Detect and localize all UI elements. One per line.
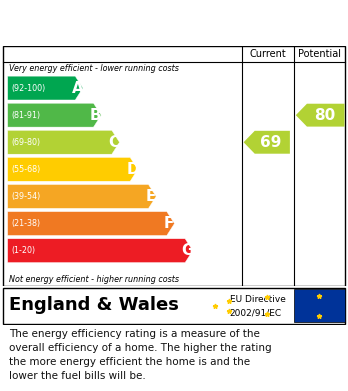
Polygon shape	[8, 239, 193, 262]
Polygon shape	[8, 212, 174, 235]
Polygon shape	[296, 104, 345, 127]
Text: 80: 80	[314, 108, 335, 123]
Text: The energy efficiency rating is a measure of the
overall efficiency of a home. T: The energy efficiency rating is a measur…	[9, 328, 271, 380]
Text: EU Directive: EU Directive	[230, 295, 286, 305]
Polygon shape	[8, 130, 119, 154]
Bar	[294, 289, 345, 322]
Text: Very energy efficient - lower running costs: Very energy efficient - lower running co…	[9, 64, 179, 73]
Text: A: A	[72, 81, 84, 95]
Text: E: E	[145, 189, 156, 204]
Polygon shape	[8, 103, 101, 127]
Text: Not energy efficient - higher running costs: Not energy efficient - higher running co…	[9, 274, 179, 283]
Text: G: G	[181, 243, 194, 258]
Polygon shape	[244, 131, 290, 154]
Text: B: B	[90, 108, 102, 123]
Polygon shape	[8, 185, 156, 208]
Text: F: F	[164, 216, 174, 231]
Text: (55-68): (55-68)	[12, 165, 41, 174]
Text: (21-38): (21-38)	[12, 219, 41, 228]
Text: (39-54): (39-54)	[12, 192, 41, 201]
Polygon shape	[8, 76, 83, 100]
Text: C: C	[109, 135, 120, 150]
Text: Potential: Potential	[298, 49, 341, 59]
Text: 2002/91/EC: 2002/91/EC	[230, 308, 282, 317]
Polygon shape	[8, 158, 138, 181]
Text: (92-100): (92-100)	[12, 84, 46, 93]
Text: Current: Current	[250, 49, 286, 59]
Text: (69-80): (69-80)	[12, 138, 41, 147]
Text: 69: 69	[260, 135, 282, 150]
Text: (1-20): (1-20)	[12, 246, 36, 255]
Text: D: D	[126, 162, 139, 177]
Text: Energy Efficiency Rating: Energy Efficiency Rating	[9, 16, 230, 30]
Text: (81-91): (81-91)	[12, 111, 41, 120]
Text: England & Wales: England & Wales	[9, 296, 179, 314]
